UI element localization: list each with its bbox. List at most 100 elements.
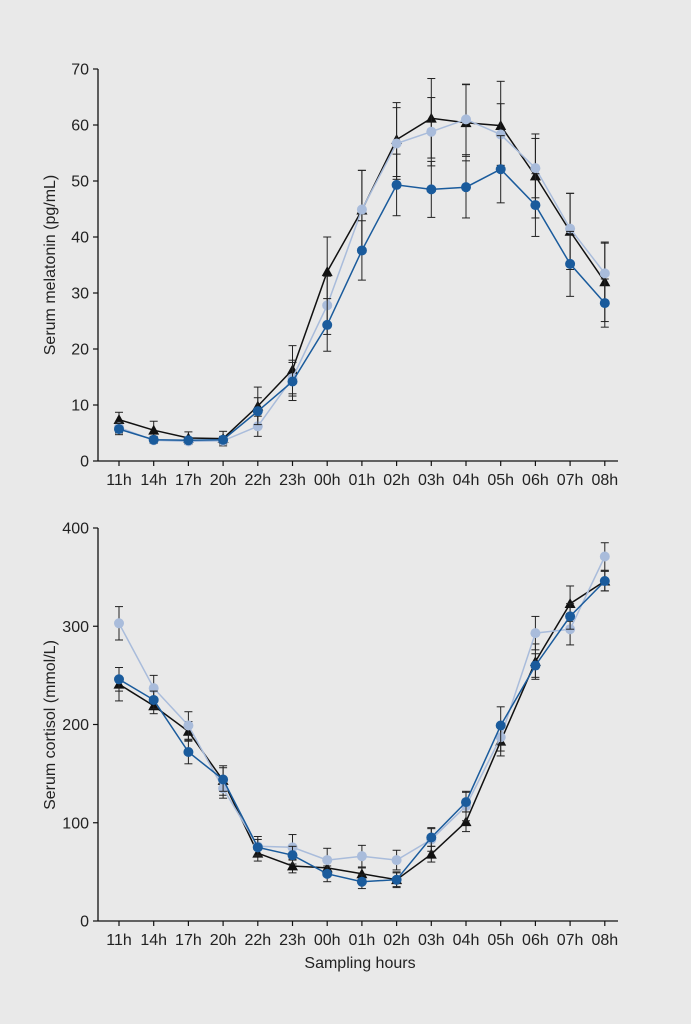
- x-tick-label: 05h: [487, 472, 514, 489]
- data-point-circle: [461, 797, 471, 808]
- data-point-circle: [356, 245, 367, 256]
- data-point-circle: [356, 204, 367, 215]
- data-point-triangle: [148, 424, 160, 435]
- cortisol-y-axis-label: Serum cortisol (mmol/L): [42, 640, 59, 810]
- data-point-circle: [426, 126, 437, 137]
- x-tick-label: 04h: [453, 472, 480, 489]
- x-tick-label: 07h: [557, 472, 584, 489]
- x-tick-label: 11h: [106, 472, 132, 489]
- data-point-circle: [530, 163, 541, 174]
- melatonin-y-axis-label: Serum melatonin (pg/mL): [42, 175, 59, 356]
- data-point-circle: [495, 129, 506, 140]
- data-point-circle: [252, 421, 263, 432]
- x-tick-label: 23h: [279, 472, 306, 489]
- x-tick-label: 22h: [244, 932, 271, 949]
- x-tick-label: 14h: [140, 472, 167, 489]
- x-tick-label: 17h: [175, 472, 202, 489]
- data-point-triangle: [356, 868, 368, 879]
- data-point-circle: [530, 628, 541, 639]
- x-tick-label: 04h: [453, 932, 480, 949]
- data-point-circle: [322, 855, 333, 866]
- data-point-circle: [391, 855, 402, 866]
- data-point-circle: [599, 268, 610, 279]
- data-point-circle: [148, 694, 159, 705]
- data-point-circle: [530, 200, 541, 211]
- x-tick-label: 22h: [244, 472, 271, 489]
- data-point-triangle: [425, 848, 437, 859]
- cortisol-chart: Serum cortisol (mmol/L) Sampling hours 0…: [42, 521, 618, 973]
- data-point-circle: [218, 774, 229, 785]
- data-point-circle: [183, 720, 194, 731]
- x-tick-label: 06h: [522, 472, 549, 489]
- y-tick-label: 50: [71, 174, 89, 191]
- data-point-circle: [599, 576, 610, 587]
- data-point-circle: [183, 435, 194, 446]
- data-point-circle: [530, 660, 541, 671]
- data-point-circle: [461, 182, 471, 193]
- x-tick-label: 00h: [314, 932, 341, 949]
- series-line: [118, 556, 606, 861]
- data-point-circle: [114, 424, 124, 435]
- y-tick-label: 0: [80, 914, 89, 931]
- data-point-circle: [391, 138, 402, 149]
- x-tick-label: 20h: [210, 472, 237, 489]
- data-point-circle: [114, 618, 124, 629]
- data-point-circle: [495, 164, 506, 175]
- data-point-circle: [148, 434, 159, 445]
- data-point-circle: [322, 319, 333, 330]
- x-tick-label: 03h: [418, 932, 445, 949]
- x-tick-label: 14h: [140, 932, 167, 949]
- x-tick-label: 01h: [349, 932, 376, 949]
- data-point-circle: [426, 832, 437, 843]
- data-point-circle: [322, 868, 333, 879]
- data-point-triangle: [287, 860, 298, 871]
- x-tick-label: 08h: [591, 932, 618, 949]
- x-tick-label: 08h: [591, 472, 618, 489]
- x-tick-label: 05h: [487, 932, 514, 949]
- y-tick-label: 300: [62, 619, 89, 636]
- x-tick-label: 01h: [349, 472, 376, 489]
- y-tick-label: 60: [71, 118, 89, 135]
- y-tick-label: 0: [80, 454, 89, 471]
- data-point-circle: [426, 184, 437, 195]
- data-point-circle: [391, 179, 402, 190]
- y-tick-label: 200: [62, 717, 89, 734]
- data-point-circle: [114, 674, 124, 685]
- series-1: [114, 542, 610, 873]
- series-2: [114, 570, 610, 890]
- data-point-circle: [461, 114, 471, 125]
- x-tick-label: 02h: [383, 472, 410, 489]
- y-tick-label: 20: [71, 342, 89, 359]
- series-2: [114, 135, 610, 446]
- x-tick-label: 03h: [418, 472, 445, 489]
- data-point-circle: [599, 298, 610, 309]
- data-point-circle: [252, 406, 263, 417]
- x-tick-label: 07h: [557, 932, 584, 949]
- data-point-circle: [391, 874, 402, 885]
- data-point-triangle: [321, 266, 333, 277]
- data-point-circle: [356, 851, 367, 862]
- y-tick-label: 30: [71, 286, 89, 303]
- x-tick-label: 20h: [210, 932, 237, 949]
- melatonin-chart: Serum melatonin (pg/mL) 0 10 20 30 40 50 60 70 1…: [42, 62, 618, 490]
- y-tick-label: 400: [62, 521, 89, 538]
- data-point-circle: [287, 376, 298, 387]
- data-point-circle: [495, 720, 506, 731]
- x-tick-label: 17h: [175, 932, 202, 949]
- data-point-circle: [565, 611, 576, 622]
- data-point-circle: [599, 551, 610, 562]
- data-point-circle: [565, 258, 576, 269]
- x-tick-label: 00h: [314, 472, 341, 489]
- data-point-triangle: [564, 598, 576, 609]
- data-point-circle: [287, 850, 298, 861]
- data-point-circle: [252, 842, 263, 853]
- data-point-circle: [183, 747, 194, 758]
- x-tick-label: 02h: [383, 932, 410, 949]
- y-tick-label: 10: [71, 398, 89, 415]
- data-point-circle: [218, 434, 229, 445]
- x-tick-label: 11h: [106, 932, 132, 949]
- x-tick-label: 23h: [279, 932, 306, 949]
- cortisol-x-axis-label: Sampling hours: [304, 955, 415, 972]
- data-point-circle: [356, 876, 367, 887]
